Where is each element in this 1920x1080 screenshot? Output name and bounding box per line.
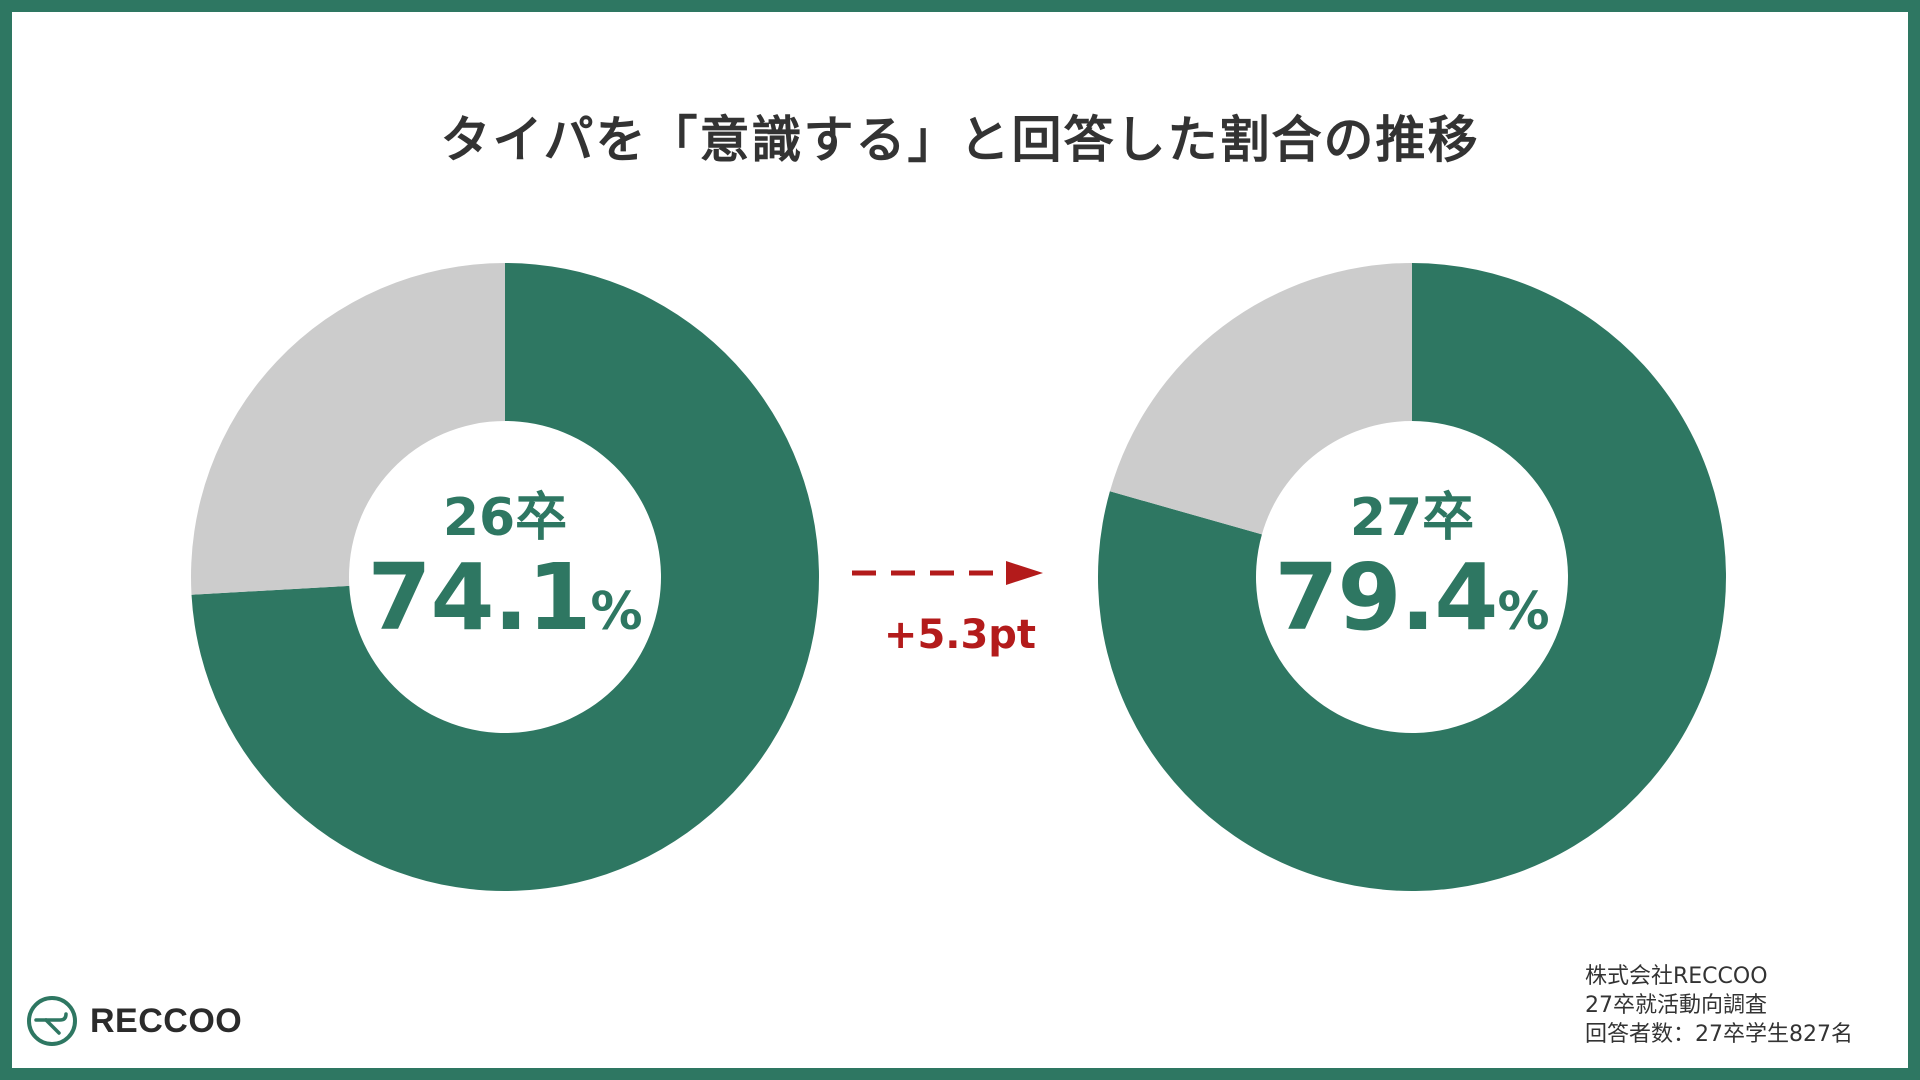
donut-slice-rest <box>1109 263 1412 535</box>
donut-slice-main <box>191 263 820 891</box>
donut-27-number: 79.4 <box>1274 544 1498 651</box>
chart-title: タイパを「意識する」と回答した割合の推移 <box>440 111 1480 169</box>
source-note: 株式会社RECCOO 27卒就活動向調査 回答者数：27卒学生827名 <box>1585 962 1853 1049</box>
arrow-head-icon <box>1006 561 1043 585</box>
donut-26-year: 26卒 <box>442 488 568 548</box>
donut-slice-main <box>1098 263 1726 891</box>
donut-slice-rest <box>191 263 505 595</box>
logo-text: RECCOO <box>90 1001 243 1040</box>
donut-26-value: 74.1% <box>345 548 665 674</box>
change-arrow <box>852 561 1043 585</box>
donut-26-number: 74.1 <box>367 544 591 651</box>
delta-label: +5.3pt <box>883 612 1037 658</box>
source-line-respondents: 回答者数：27卒学生827名 <box>1585 1022 1853 1047</box>
donut-27-year: 27卒 <box>1349 488 1475 548</box>
donut-26-label: 26卒 74.1% <box>345 488 665 674</box>
reccoo-logo-icon <box>27 996 77 1046</box>
donut-27-label: 27卒 79.4% <box>1252 488 1572 674</box>
donut-26 <box>191 263 820 891</box>
donut-27 <box>1098 263 1726 891</box>
source-line-survey: 27卒就活動向調査 <box>1585 993 1767 1018</box>
company-logo: RECCOO <box>26 993 242 1049</box>
donut-26-unit: % <box>590 582 643 642</box>
donut-27-value: 79.4% <box>1252 548 1572 674</box>
donut-27-unit: % <box>1497 582 1550 642</box>
source-line-company: 株式会社RECCOO <box>1585 964 1768 989</box>
